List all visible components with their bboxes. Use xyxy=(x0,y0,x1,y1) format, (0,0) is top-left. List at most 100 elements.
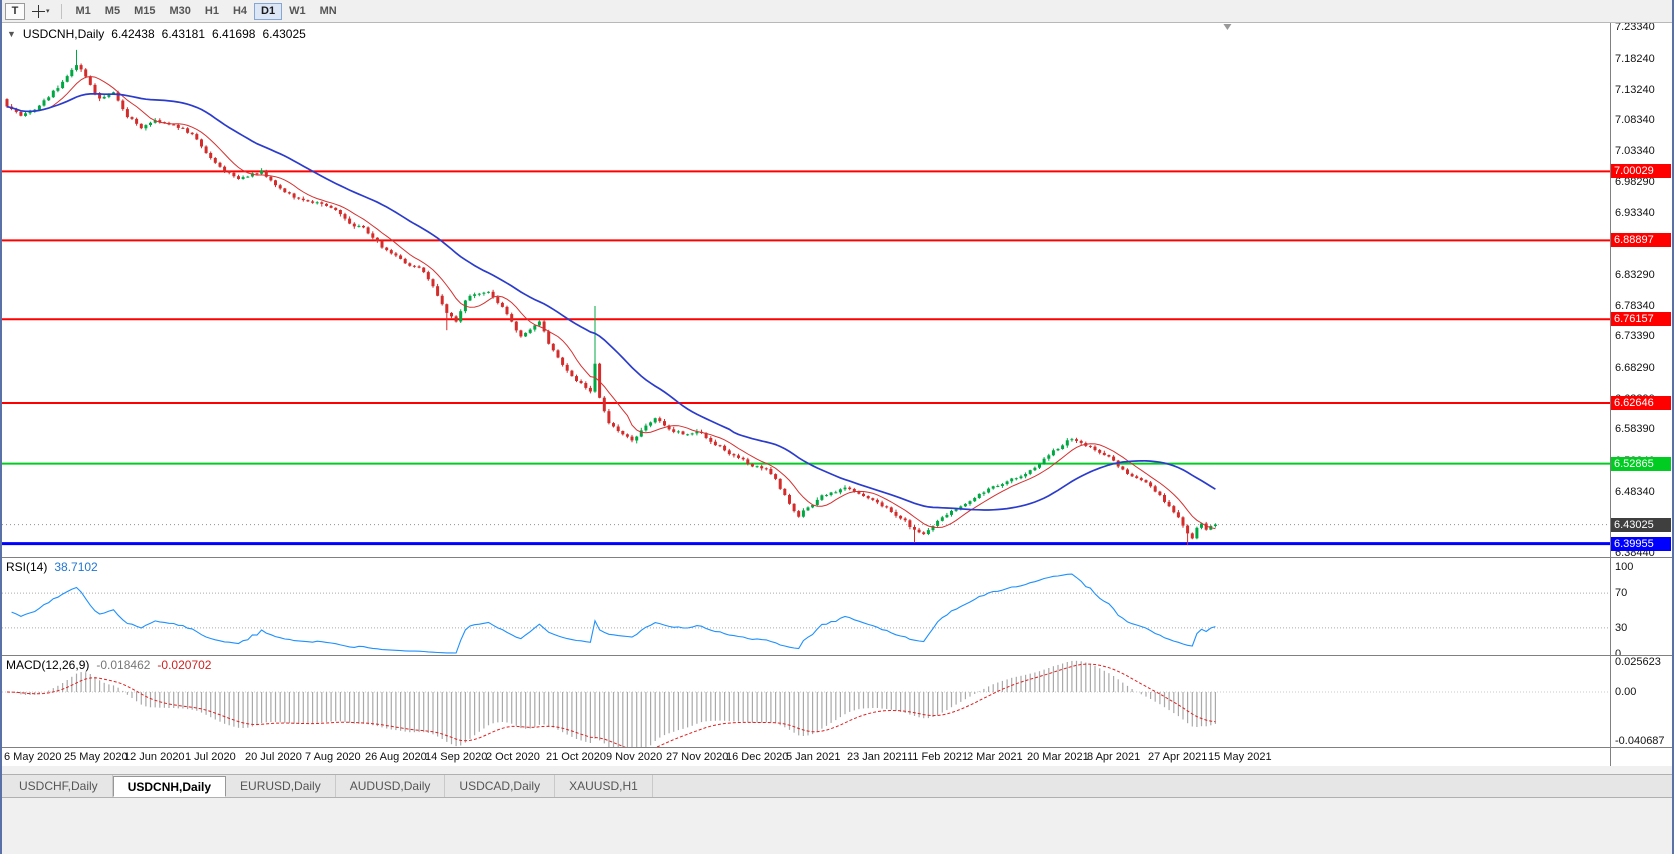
price-chart-canvas[interactable] xyxy=(2,23,1610,557)
macd-panel: MACD(12,26,9) -0.018462 -0.020702 0.0256… xyxy=(2,655,1672,747)
price-tick: 6.38440 xyxy=(1615,546,1655,557)
chart-shift-marker xyxy=(1223,24,1232,30)
axis-corner xyxy=(1610,748,1672,766)
macd-name: MACD(12,26,9) xyxy=(6,658,90,672)
macd-label: MACD(12,26,9) -0.018462 -0.020702 xyxy=(6,658,211,672)
date-tick: 16 Dec 2020 xyxy=(726,751,789,763)
timeframe-d1-button[interactable]: D1 xyxy=(254,2,283,20)
timeframe-h4-button[interactable]: H4 xyxy=(232,5,248,17)
crosshair-tool-button[interactable]: ▾ xyxy=(28,3,54,20)
date-tick: 21 Oct 2020 xyxy=(546,751,606,763)
rsi-tick: 30 xyxy=(1615,621,1628,634)
price-tick: 7.23340 xyxy=(1615,23,1655,34)
chart-tab-usdcad[interactable]: USDCAD,Daily xyxy=(445,775,556,797)
date-tick: 2 Oct 2020 xyxy=(486,751,540,763)
macd-tick: -0.040687 xyxy=(1615,735,1665,747)
hline-price-label: 6.52865 xyxy=(1611,456,1671,471)
rsi-axis[interactable]: 100 70 30 0 xyxy=(1610,558,1672,655)
panel-gap xyxy=(2,766,1672,774)
price-chart-panel: ▼ USDCNH,Daily 6.42438 6.43181 6.41698 6… xyxy=(2,23,1672,557)
date-tick: 14 Sep 2020 xyxy=(425,751,488,763)
price-axis[interactable]: 7.23340 7.18240 7.13240 7.08340 7.03340 6.982… xyxy=(1610,23,1672,557)
current-price-label: 6.43025 xyxy=(1611,517,1671,532)
crosshair-icon xyxy=(32,4,45,18)
price-tick: 7.18240 xyxy=(1615,52,1655,65)
status-area xyxy=(2,798,1672,854)
ohlc-high: 6.43181 xyxy=(161,27,206,41)
ohlc-close: 6.43025 xyxy=(262,27,306,41)
toolbar-separator xyxy=(60,3,62,19)
date-tick: 9 Nov 2020 xyxy=(606,751,663,763)
timeframe-m1-button[interactable]: M1 xyxy=(75,5,91,17)
date-tick: 26 Aug 2020 xyxy=(365,751,427,763)
rsi-canvas[interactable] xyxy=(2,558,1610,655)
hline-price-label: 6.62646 xyxy=(1611,396,1671,411)
chart-tab-eurusd[interactable]: EURUSD,Daily xyxy=(226,775,336,797)
date-tick: 8 Apr 2021 xyxy=(1087,751,1141,763)
price-tick: 6.73390 xyxy=(1615,330,1655,343)
date-tick: 6 May 2020 xyxy=(4,751,62,763)
timeframe-w1-button[interactable]: W1 xyxy=(289,5,306,17)
rsi-tick: 70 xyxy=(1615,587,1628,600)
rsi-tick: 100 xyxy=(1615,561,1634,573)
chart-tab-usdcnh[interactable]: USDCNH,Daily xyxy=(112,776,227,797)
rsi-value: 38.7102 xyxy=(54,560,98,574)
rsi-tick: 0 xyxy=(1615,648,1622,655)
macd-tick: 0.025623 xyxy=(1615,656,1661,668)
timeframe-toolbar: T ▾ M1 M5 M15 M30 H1 H4 D1 W1 MN xyxy=(2,0,1672,23)
chevron-down-icon: ▾ xyxy=(46,8,50,15)
price-tick: 6.93340 xyxy=(1615,206,1655,219)
price-tick: 7.13240 xyxy=(1615,83,1655,96)
price-tick: 6.98290 xyxy=(1615,176,1655,189)
hline-price-label: 6.76157 xyxy=(1611,312,1671,327)
rsi-name: RSI(14) xyxy=(6,560,48,574)
macd-main-value: -0.018462 xyxy=(96,658,151,672)
date-tick: 27 Nov 2020 xyxy=(666,751,729,763)
timeframe-m30-button[interactable]: M30 xyxy=(169,5,191,17)
price-tick: 6.83290 xyxy=(1615,269,1655,282)
chart-title: ▼ USDCNH,Daily 6.42438 6.43181 6.41698 6… xyxy=(7,27,306,41)
date-tick: 2 Mar 2021 xyxy=(967,751,1023,763)
price-tick: 6.58390 xyxy=(1615,423,1655,436)
hline-price-label: 6.39955 xyxy=(1611,536,1671,551)
timeframe-buttons: M1 M5 M15 M30 H1 H4 D1 W1 MN xyxy=(69,2,344,20)
price-tick: 6.78340 xyxy=(1615,299,1655,312)
macd-canvas[interactable] xyxy=(2,656,1610,747)
templates-button[interactable]: T xyxy=(5,2,25,20)
macd-axis[interactable]: 0.025623 0.00 -0.040687 xyxy=(1610,656,1672,747)
date-tick: 27 Apr 2021 xyxy=(1148,751,1208,763)
chart-tab-audusd[interactable]: AUDUSD,Daily xyxy=(336,775,446,797)
hline-price-label: 7.00029 xyxy=(1611,164,1671,179)
price-tick: 7.08340 xyxy=(1615,113,1655,126)
chart-symbol-label: USDCNH,Daily xyxy=(22,27,105,41)
timeframe-m15-button[interactable]: M15 xyxy=(134,5,156,17)
timeframe-mn-button[interactable]: MN xyxy=(319,5,337,17)
date-tick: 11 Feb 2021 xyxy=(907,751,968,763)
hline-price-label: 6.88897 xyxy=(1611,233,1671,248)
chart-tab-bar: USDCHF,Daily USDCNH,Daily EURUSD,Daily AUDU… xyxy=(2,774,1672,798)
price-tick: 7.03340 xyxy=(1615,144,1655,157)
timeframe-m5-button[interactable]: M5 xyxy=(104,5,121,17)
date-tick: 25 May 2020 xyxy=(64,751,128,763)
timeframe-h1-button[interactable]: H1 xyxy=(204,5,219,17)
date-tick: 1 Jul 2020 xyxy=(185,751,236,763)
date-tick: 20 Jul 2020 xyxy=(245,751,302,763)
chart-menu-icon[interactable]: ▼ xyxy=(7,29,16,39)
rsi-label: RSI(14) 38.7102 xyxy=(6,560,98,574)
date-tick: 23 Jan 2021 xyxy=(847,751,908,763)
date-tick: 15 May 2021 xyxy=(1208,751,1272,763)
price-tick: 6.68290 xyxy=(1615,362,1655,375)
date-tick: 20 Mar 2021 xyxy=(1027,751,1089,763)
chart-tab-xauusd[interactable]: XAUUSD,H1 xyxy=(555,775,653,797)
macd-signal-value: -0.020702 xyxy=(157,658,212,672)
date-tick: 5 Jan 2021 xyxy=(786,751,841,763)
rsi-panel: RSI(14) 38.7102 100 70 30 0 xyxy=(2,557,1672,655)
ohlc-open: 6.42438 xyxy=(111,27,155,41)
date-tick: 12 Jun 2020 xyxy=(124,751,185,763)
date-tick: 7 Aug 2020 xyxy=(305,751,361,763)
time-axis[interactable]: 6 May 2020 25 May 2020 12 Jun 2020 1 Jul 20… xyxy=(2,747,1672,766)
chart-tab-usdchf[interactable]: USDCHF,Daily xyxy=(5,775,113,797)
price-tick: 6.48340 xyxy=(1615,485,1655,498)
ohlc-low: 6.41698 xyxy=(212,27,256,41)
